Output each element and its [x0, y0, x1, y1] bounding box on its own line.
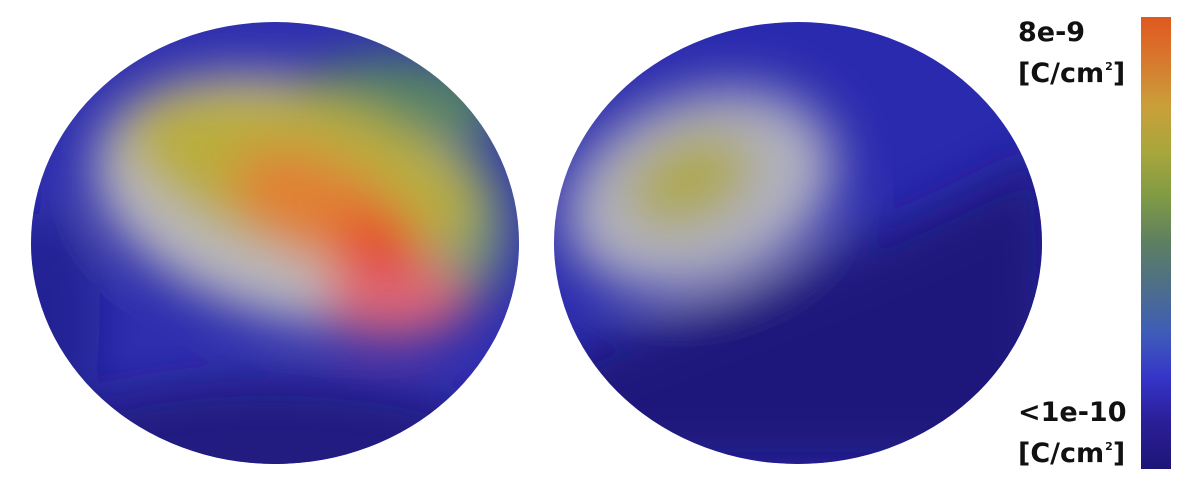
left-dark-region	[31, 380, 510, 464]
right-dark-region	[554, 150, 1042, 464]
colorbar	[1141, 17, 1171, 469]
left-sphere	[31, 22, 519, 464]
colorbar-min-value: <1e-10	[1018, 397, 1127, 428]
left-pink-region	[320, 260, 470, 340]
colorbar-max-unit: [C/cm2]	[1018, 58, 1126, 89]
colorbar-min-unit: [C/cm2]	[1018, 438, 1126, 469]
right-yellow-region	[623, 129, 757, 231]
left-yellow-spot	[125, 90, 265, 190]
colorbar-max-value: 8e-9	[1018, 17, 1086, 48]
left-red-peak	[337, 211, 423, 279]
colorbar-min-label: <1e-10 [C/cm2]	[1018, 396, 1127, 471]
right-sphere	[554, 22, 1042, 464]
colorbar-max-label: 8e-9 [C/cm2]	[1018, 16, 1125, 91]
